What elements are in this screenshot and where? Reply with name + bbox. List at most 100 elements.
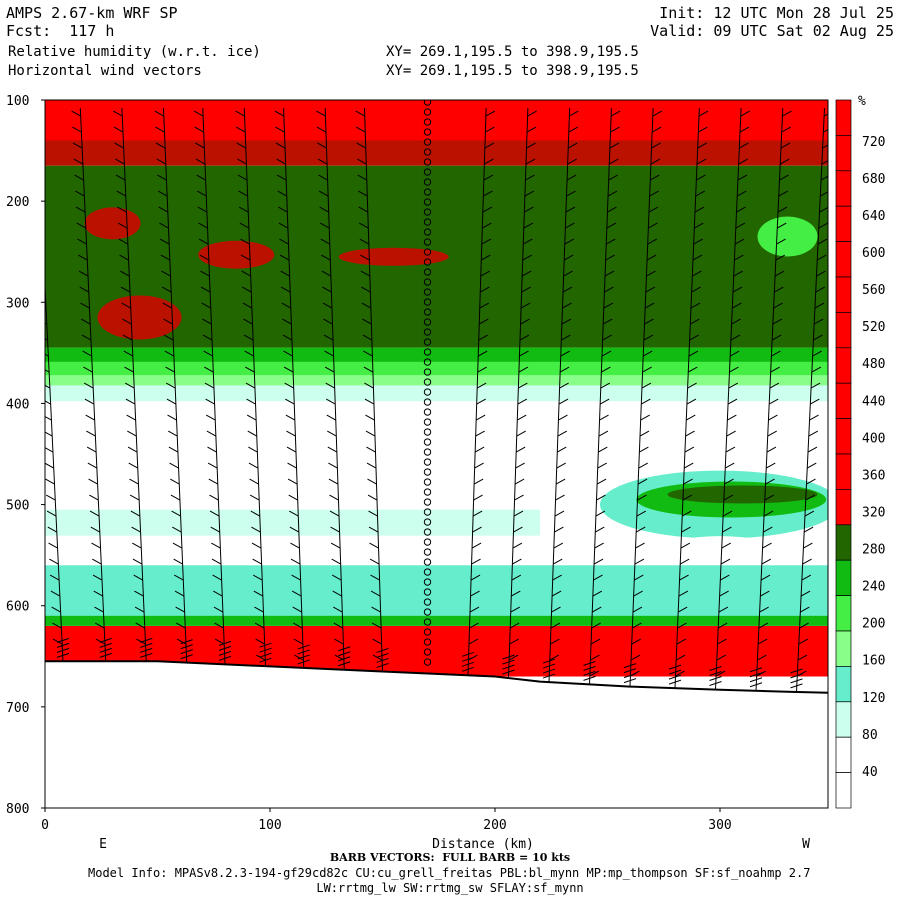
colorbar-swatch bbox=[835, 135, 852, 172]
barb-flag bbox=[790, 673, 803, 679]
barb-flag bbox=[805, 494, 815, 501]
barb-flag bbox=[478, 334, 488, 341]
barb-flag bbox=[683, 478, 693, 485]
colorbar-swatch bbox=[835, 312, 852, 349]
barb-flag bbox=[362, 318, 372, 325]
y-tick-label: 500 bbox=[6, 499, 29, 514]
init-time: Init: 12 UTC Mon 28 Jul 25 bbox=[659, 4, 894, 22]
barb-flag bbox=[609, 158, 619, 165]
barb-flag bbox=[56, 647, 70, 653]
barb-flag bbox=[689, 334, 699, 341]
barb-staff bbox=[202, 108, 226, 665]
barb-flag bbox=[83, 382, 94, 389]
barb-flag bbox=[172, 526, 182, 533]
barb-flag bbox=[738, 158, 748, 165]
barb-flag bbox=[692, 270, 702, 277]
barb-flag bbox=[769, 382, 780, 389]
barb-flag bbox=[525, 174, 535, 181]
colorbar-swatch bbox=[835, 170, 852, 207]
barb-flag bbox=[278, 222, 289, 229]
barb-flag bbox=[77, 238, 87, 245]
barb-flag bbox=[695, 190, 705, 197]
barb-flag bbox=[327, 430, 337, 437]
barb-flag bbox=[473, 494, 483, 501]
barb-flag bbox=[734, 238, 745, 245]
barb-flag bbox=[157, 174, 167, 181]
barb-flag bbox=[553, 542, 564, 549]
colorbar-label: 560 bbox=[862, 283, 885, 298]
barb-flag bbox=[280, 270, 290, 277]
barb-flag bbox=[56, 642, 70, 648]
barb-flag bbox=[56, 652, 70, 658]
barb-flag bbox=[90, 526, 101, 533]
moist-band bbox=[45, 615, 828, 626]
barb-flag bbox=[140, 647, 153, 653]
barb-flag bbox=[122, 334, 133, 341]
barb-flag bbox=[248, 446, 258, 453]
barb-flag bbox=[76, 222, 87, 229]
barb-flag bbox=[601, 366, 611, 373]
barb-flag bbox=[202, 318, 212, 325]
barb-flag bbox=[600, 382, 611, 389]
barb-flag bbox=[475, 430, 485, 437]
field-title-wind: Horizontal wind vectors bbox=[8, 63, 202, 79]
moist-green-patch bbox=[757, 216, 818, 257]
barb-flag bbox=[180, 639, 193, 645]
barb-flag bbox=[461, 666, 475, 672]
barb-flag bbox=[679, 558, 690, 565]
barb-flag bbox=[734, 254, 744, 261]
barb-flag bbox=[357, 158, 367, 165]
barb-flag bbox=[369, 542, 379, 549]
barb-flag bbox=[119, 254, 129, 261]
barb-flag bbox=[113, 110, 123, 117]
barb-flag bbox=[357, 174, 368, 181]
barb-flag bbox=[515, 446, 526, 453]
barb-flag bbox=[338, 646, 351, 652]
barb-flag bbox=[474, 446, 485, 453]
barb-flag bbox=[525, 158, 536, 165]
barb-flag bbox=[717, 638, 727, 645]
barb-flag bbox=[130, 510, 141, 517]
barb-flag bbox=[481, 238, 492, 245]
barb-flag bbox=[197, 190, 207, 197]
barb-flag bbox=[724, 462, 735, 469]
colorbar-label: 160 bbox=[862, 654, 885, 669]
colorbar-label: 680 bbox=[862, 172, 885, 187]
barb-flag bbox=[676, 638, 687, 645]
barb-flag bbox=[161, 270, 171, 277]
barb-flag bbox=[596, 478, 607, 485]
barb-flag bbox=[283, 350, 293, 357]
barb-flag bbox=[583, 665, 596, 671]
barb-flag bbox=[551, 590, 562, 597]
barb-flag bbox=[180, 644, 193, 650]
barb-flag bbox=[28, 111, 37, 116]
barb-flag bbox=[637, 494, 647, 501]
barb-flag bbox=[338, 661, 351, 667]
y-tick-label: 400 bbox=[6, 397, 29, 412]
calm-wind-marker bbox=[423, 288, 432, 296]
barb-flag bbox=[481, 254, 491, 261]
barb-flag bbox=[623, 673, 637, 679]
barb-flag bbox=[773, 302, 783, 309]
barb-flag bbox=[645, 286, 656, 293]
calm-wind-marker bbox=[423, 338, 432, 346]
barb-flag bbox=[820, 175, 828, 181]
barb-flag bbox=[715, 670, 726, 677]
barb-flag bbox=[709, 671, 722, 676]
calm-wind-marker bbox=[423, 518, 432, 526]
calm-wind-marker bbox=[423, 258, 432, 266]
barb-flag bbox=[480, 270, 491, 277]
barb-flag bbox=[650, 174, 660, 181]
barb-flag bbox=[365, 414, 375, 421]
barb-flag bbox=[686, 398, 697, 405]
barb-flag bbox=[49, 574, 60, 581]
barb-flag bbox=[235, 126, 246, 133]
barb-flag bbox=[768, 398, 779, 405]
wind-barbs bbox=[28, 100, 828, 692]
barb-flag bbox=[519, 350, 529, 357]
barb-flag bbox=[524, 206, 534, 213]
barb-flag bbox=[561, 318, 572, 325]
colorbar-swatch bbox=[835, 489, 852, 526]
barb-flag bbox=[482, 222, 492, 229]
y-tick-label: 100 bbox=[6, 94, 29, 109]
